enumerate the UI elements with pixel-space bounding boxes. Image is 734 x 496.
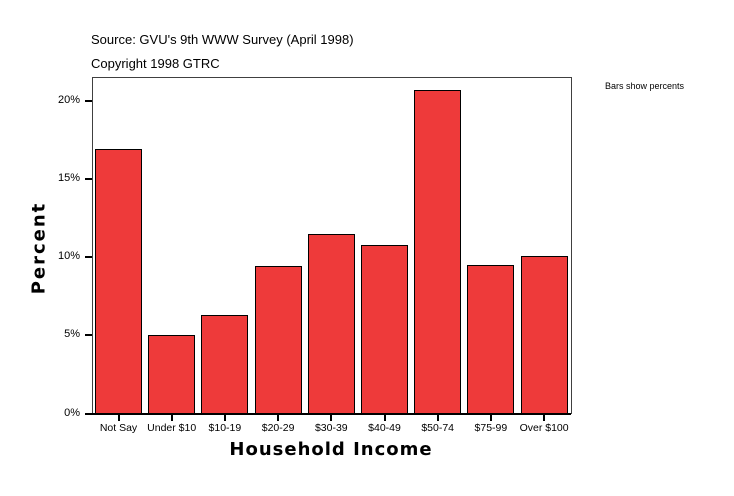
bar	[414, 89, 462, 415]
source-caption: Source: GVU's 9th WWW Survey (April 1998…	[91, 32, 354, 47]
x-tick	[223, 415, 226, 421]
x-tick-label: $30-39	[314, 422, 348, 434]
x-tick	[436, 415, 439, 421]
x-tick	[170, 415, 173, 421]
y-tick-label: 5%	[64, 328, 80, 341]
x-tick	[277, 415, 280, 421]
y-tick-label: 10%	[57, 250, 80, 263]
x-tick	[330, 415, 333, 421]
y-tick	[85, 177, 92, 180]
plot-frame	[92, 77, 572, 414]
x-tick-label: $50-74	[421, 422, 455, 434]
x-tick-label: $40-49	[368, 422, 401, 434]
x-tick-label: $10-19	[208, 422, 242, 434]
x-tick-label: Not Say	[99, 422, 138, 434]
bar	[520, 255, 568, 415]
y-tick-label: 20%	[57, 93, 80, 106]
y-axis-title: Percent	[28, 201, 50, 295]
bar	[361, 244, 408, 415]
x-tick	[117, 415, 120, 421]
bar	[95, 149, 142, 415]
bar	[254, 266, 302, 415]
y-tick	[85, 256, 92, 259]
y-tick	[85, 99, 92, 102]
x-tick-label: Over $100	[519, 422, 569, 434]
x-tick	[489, 415, 492, 421]
y-tick-label: 0%	[64, 406, 80, 419]
x-axis-title: Household Income	[229, 439, 433, 460]
bars-note: Bars show percents	[605, 81, 685, 91]
bar	[148, 335, 196, 415]
copyright-caption: Copyright 1998 GTRC	[91, 56, 220, 71]
y-tick	[85, 334, 92, 337]
x-tick-label: $20-29	[261, 422, 295, 434]
bar	[307, 233, 355, 415]
bar	[467, 264, 515, 415]
x-tick	[543, 415, 546, 421]
x-tick-label: Under $10	[147, 422, 197, 434]
bar	[201, 315, 249, 415]
y-tick-label: 15%	[57, 171, 80, 184]
x-axis-line	[86, 413, 571, 415]
x-tick	[383, 415, 386, 421]
x-tick-label: $75-99	[474, 422, 508, 434]
